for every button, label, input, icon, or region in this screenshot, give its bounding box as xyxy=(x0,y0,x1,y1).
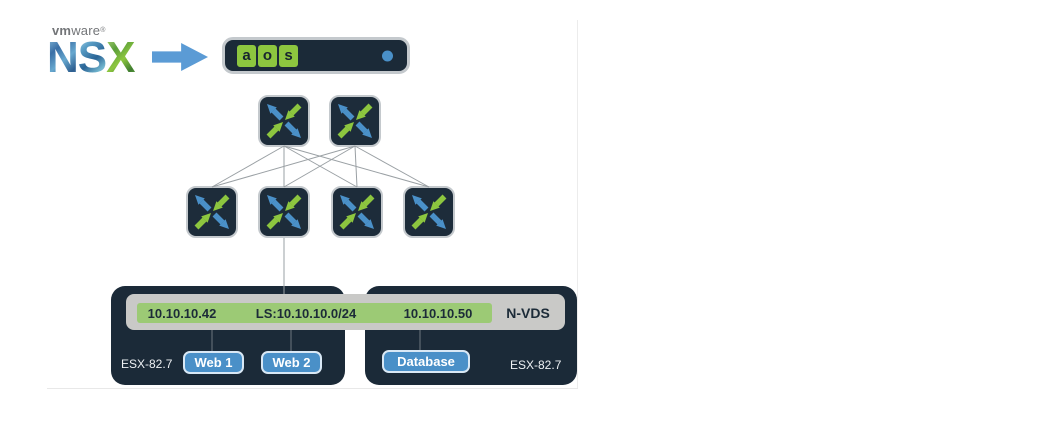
vm-web2-chip: Web 2 xyxy=(261,351,322,374)
logical-switch-subnet-label: LS:10.10.10.0/24 xyxy=(255,306,357,321)
registered-mark: ® xyxy=(100,27,106,34)
crossed-arrows-icon xyxy=(264,192,304,232)
leaf-switch-2 xyxy=(258,186,310,238)
esx-version-label-left: ESX-82.7 xyxy=(121,357,173,371)
aos-lettering: a o s xyxy=(237,44,298,67)
leaf-switch-4 xyxy=(403,186,455,238)
fabric-link xyxy=(283,145,356,188)
fabric-link xyxy=(211,145,356,188)
nsx-letter-x: X xyxy=(106,33,135,82)
spine-switch-1 xyxy=(258,95,310,147)
vm-web1-chip: Web 1 xyxy=(183,351,244,374)
vmware-wordmark: vmware® xyxy=(52,24,135,38)
aos-letter-chip-s: s xyxy=(279,44,298,67)
fabric-link xyxy=(283,145,358,188)
esx-version-label-right: ESX-82.7 xyxy=(510,358,562,372)
nsx-letter-n: N xyxy=(47,33,79,82)
fabric-link xyxy=(354,145,430,188)
ip-label-web1: 10.10.10.42 xyxy=(147,306,217,321)
spine-switch-2 xyxy=(329,95,381,147)
crossed-arrows-icon xyxy=(264,101,304,141)
vmware-wordmark-rest: ware xyxy=(71,23,101,38)
aos-appliance: a o s xyxy=(222,37,410,74)
page-edge-horizontal xyxy=(47,388,578,389)
fabric-link xyxy=(211,145,285,188)
logical-switch-bar xyxy=(137,303,492,323)
vm-database-chip: Database xyxy=(382,350,470,373)
crossed-arrows-icon xyxy=(335,101,375,141)
crossed-arrows-icon xyxy=(192,192,232,232)
vmware-nsx-logo: vmware® NSX xyxy=(47,24,136,82)
right-arrow-icon xyxy=(152,43,208,71)
page-edge-vertical xyxy=(577,20,578,388)
nvds-label: N-VDS xyxy=(506,305,550,321)
crossed-arrows-icon xyxy=(409,192,449,232)
nsx-wordmark: NSX xyxy=(47,33,136,82)
fabric-link xyxy=(354,145,358,188)
leaf-switch-3 xyxy=(331,186,383,238)
ip-label-database: 10.10.10.50 xyxy=(403,306,473,321)
nsx-letter-s: S xyxy=(77,33,107,82)
leaf-switch-1 xyxy=(186,186,238,238)
vmware-wordmark-bold: vm xyxy=(52,23,72,38)
fabric-link xyxy=(283,145,430,188)
aos-letter-chip-o: o xyxy=(258,44,277,67)
crossed-arrows-icon xyxy=(337,192,377,232)
aos-letter-chip-a: a xyxy=(237,44,256,67)
status-dot-icon xyxy=(382,50,393,61)
